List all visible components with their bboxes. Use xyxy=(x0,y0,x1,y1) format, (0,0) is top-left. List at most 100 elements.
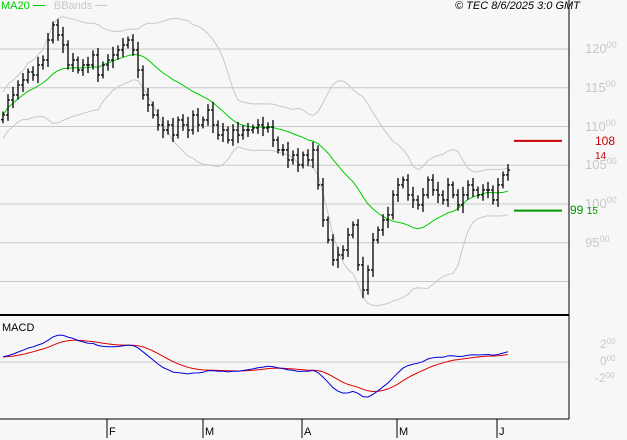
ohlc-bar xyxy=(491,185,495,205)
ohlc-bar xyxy=(331,234,335,266)
macd-axis-dec: 00 xyxy=(606,337,616,346)
ohlc-bar xyxy=(51,21,55,44)
ohlc-bar xyxy=(151,101,155,119)
ohlc-bar xyxy=(161,116,165,139)
resistance-int: 108 xyxy=(595,134,616,148)
bband-lower xyxy=(2,79,509,307)
month-label: A xyxy=(304,426,312,438)
month-label: M xyxy=(399,426,409,438)
legend-ma20-swatch xyxy=(32,5,45,6)
macd-axis-int: -2 xyxy=(595,371,606,385)
ohlc-bar xyxy=(306,149,310,166)
ohlc-bar xyxy=(461,186,465,214)
ohlc-bar xyxy=(131,34,135,56)
ohlc-bar xyxy=(356,219,360,271)
ohlc-bar xyxy=(201,116,205,129)
ohlc-bar xyxy=(406,174,410,201)
ohlc-bar xyxy=(21,73,25,92)
price-axis-label: 10500 xyxy=(585,156,617,172)
ohlc-bar xyxy=(456,189,460,211)
ohlc-bar xyxy=(261,116,265,137)
ohlc-bar xyxy=(371,232,375,277)
ohlc-bar xyxy=(146,87,150,112)
bband-upper xyxy=(2,16,509,173)
price-axis-label: 12000 xyxy=(585,40,617,56)
ohlc-bar xyxy=(291,150,295,165)
macd-signal-line xyxy=(2,339,509,393)
ohlc-bar xyxy=(116,45,120,60)
ohlc-bar xyxy=(231,124,235,146)
price-axis-int: 95 xyxy=(585,234,600,250)
price-axis-dec: 00 xyxy=(599,233,610,244)
ohlc-bar xyxy=(76,56,80,74)
ohlc-bar xyxy=(176,116,180,139)
price-axis-int: 100 xyxy=(585,196,607,211)
ohlc-bar xyxy=(246,123,250,137)
ohlc-bar xyxy=(276,136,280,154)
ohlc-bar xyxy=(196,108,200,132)
ohlc-bar xyxy=(376,226,380,244)
ohlc-bar xyxy=(241,125,245,140)
ohlc-bar xyxy=(426,176,430,199)
ohlc-bar xyxy=(141,65,145,100)
ohlc-bar xyxy=(266,122,270,133)
ohlc-bar xyxy=(236,121,240,144)
ohlc-bar xyxy=(186,116,190,139)
macd-line xyxy=(2,334,509,398)
price-axis-label: 9500 xyxy=(585,234,609,250)
ohlc-bar xyxy=(66,40,70,70)
ohlc-bar xyxy=(311,141,315,169)
price-axis-dec: 00 xyxy=(606,195,617,205)
ohlc-bar xyxy=(481,184,485,201)
ohlc-bar xyxy=(256,119,260,134)
ohlc-bar xyxy=(6,94,10,121)
support-dec: 15 xyxy=(586,206,598,217)
ohlc-bar xyxy=(101,61,105,79)
ohlc-bar xyxy=(346,227,350,257)
support-int: 99 xyxy=(570,203,584,217)
ohlc-bar xyxy=(11,86,15,109)
ohlc-bar xyxy=(416,195,420,210)
ohlc-bar xyxy=(301,151,305,169)
ohlc-bar xyxy=(286,141,290,169)
ohlc-bar xyxy=(206,104,210,126)
ohlc-bar xyxy=(41,55,45,70)
ohlc-bar xyxy=(96,47,100,82)
ohlc-bar xyxy=(86,56,90,74)
ohlc-bar xyxy=(181,114,185,131)
ohlc-bar xyxy=(411,186,415,209)
ohlc-bar xyxy=(401,176,405,189)
legend-bbands: BBands xyxy=(53,0,93,12)
ohlc-bar xyxy=(61,26,65,54)
ohlc-bar xyxy=(216,120,220,140)
price-axis-label: 11500 xyxy=(585,79,616,95)
ohlc-bar xyxy=(126,36,130,49)
ohlc-bar xyxy=(351,221,355,239)
ohlc-bar xyxy=(111,46,115,69)
price-axis-dec: 00 xyxy=(606,156,617,167)
ohlc-bar xyxy=(471,177,475,197)
macd-axis-label: 200 xyxy=(600,337,616,351)
ohlc-bar xyxy=(446,177,450,207)
ohlc-bar xyxy=(166,120,170,135)
ohlc-bar xyxy=(336,246,340,269)
ohlc-bar xyxy=(441,190,445,205)
ohlc-bar xyxy=(396,177,400,202)
ohlc-bar xyxy=(36,56,40,84)
copyright-timestamp: © TEC 8/6/2025 3:0 GMT xyxy=(455,0,580,12)
price-axis-dec: 00 xyxy=(606,40,617,50)
price-axis-dec: 00 xyxy=(605,78,616,89)
ohlc-bar xyxy=(361,256,365,299)
macd-axis-label: -200 xyxy=(595,371,615,385)
ohlc-bar xyxy=(386,206,390,229)
month-label: F xyxy=(109,426,116,438)
ohlc-bar xyxy=(476,186,480,199)
ohlc-bar xyxy=(466,180,470,200)
ohlc-bar xyxy=(26,68,30,84)
price-axis-int: 110 xyxy=(585,118,606,134)
macd-axis-int: 0 xyxy=(600,354,607,368)
month-label: J xyxy=(499,426,505,438)
ohlc-bar xyxy=(326,216,330,244)
ohlc-bar xyxy=(421,187,425,212)
